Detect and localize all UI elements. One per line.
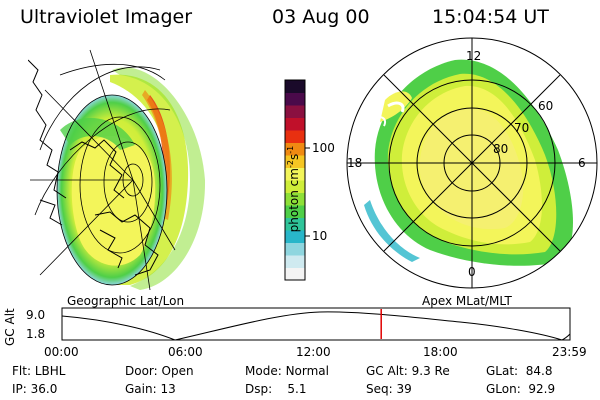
left-panel-caption: Geographic Lat/Lon [67,294,185,308]
colorbar-band [285,80,305,93]
status-mode: Mode: Normal [245,364,329,378]
status-glon: GLon: 92.9 [486,382,556,396]
timeline-x-tick-4: 23:59 [552,345,587,359]
timeline-y-tick-bottom: 1.8 [26,327,46,341]
status-ip: IP: 36.0 [12,382,58,396]
mlt-label-18: 18 [347,156,363,170]
status-gc-alt: GC Alt: 9.3 Re [366,364,450,378]
colorbar-band [285,242,305,256]
timeline-x-tick-3: 18:00 [423,345,458,359]
lat-label-70: 70 [514,121,530,135]
lat-label-80: 80 [493,142,509,156]
timeline-y-tick-top: 9.0 [26,308,46,322]
status-door: Door: Open [125,364,194,378]
colorbar-band [285,205,305,218]
right-panel-caption: Apex MLat/MLT [422,294,512,308]
colorbar-band [285,217,305,231]
colorbar-band [285,130,305,143]
status-seq: Seq: 39 [366,382,412,396]
instrument-title: Ultraviolet Imager [20,6,193,28]
colorbar-band [285,180,305,193]
colorbar-band [285,230,305,243]
colorbar-band [285,192,305,206]
status-gain: Gain: 13 [125,382,176,396]
mlt-label-12: 12 [466,49,482,63]
colorbar-tick-10: 10 [312,229,328,243]
colorbar-band [285,255,305,268]
date-label: 03 Aug 00 [272,6,370,28]
timeline-x-tick-2: 12:00 [296,345,331,359]
timeline-axis-label: GC Alt [3,308,17,346]
colorbar-band [285,155,305,168]
timeline-x-tick-1: 06:00 [168,345,203,359]
colorbar-band [285,267,305,281]
status-flt: Flt: LBHL [12,364,66,378]
status-glat: GLat: 84.8 [486,364,553,378]
status-dsp: Dsp: 5.1 [245,382,307,396]
colorbar-tick-100: 100 [312,141,335,155]
mlt-label-6: 6 [578,156,586,170]
time-label: 15:04:54 UT [432,6,549,28]
lat-label-60: 60 [538,99,554,113]
colorbar-band [285,92,305,106]
colorbar-band [285,167,305,181]
colorbar-band [285,105,305,118]
colorbar-band [285,117,305,131]
colorbar-band [285,142,305,156]
timeline-x-tick-0: 00:00 [44,345,79,359]
mlt-label-0: 0 [468,265,476,279]
